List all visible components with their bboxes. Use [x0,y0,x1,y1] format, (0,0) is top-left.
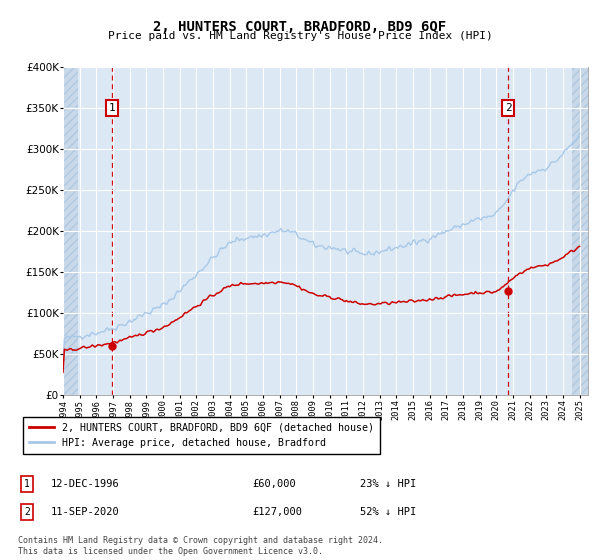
Text: 2: 2 [24,507,30,517]
Text: 11-SEP-2020: 11-SEP-2020 [51,507,120,517]
Text: £60,000: £60,000 [252,479,296,489]
Legend: 2, HUNTERS COURT, BRADFORD, BD9 6QF (detached house), HPI: Average price, detach: 2, HUNTERS COURT, BRADFORD, BD9 6QF (det… [23,417,380,454]
Text: 1: 1 [109,103,116,113]
Text: 52% ↓ HPI: 52% ↓ HPI [360,507,416,517]
Text: 1: 1 [24,479,30,489]
Text: 2, HUNTERS COURT, BRADFORD, BD9 6QF: 2, HUNTERS COURT, BRADFORD, BD9 6QF [154,20,446,34]
Bar [63,67,78,395]
Text: 23% ↓ HPI: 23% ↓ HPI [360,479,416,489]
Bar [572,67,588,395]
Text: 12-DEC-1996: 12-DEC-1996 [51,479,120,489]
Text: Price paid vs. HM Land Registry's House Price Index (HPI): Price paid vs. HM Land Registry's House … [107,31,493,41]
Text: £127,000: £127,000 [252,507,302,517]
Text: 2: 2 [505,103,511,113]
Text: Contains HM Land Registry data © Crown copyright and database right 2024.
This d: Contains HM Land Registry data © Crown c… [18,536,383,556]
